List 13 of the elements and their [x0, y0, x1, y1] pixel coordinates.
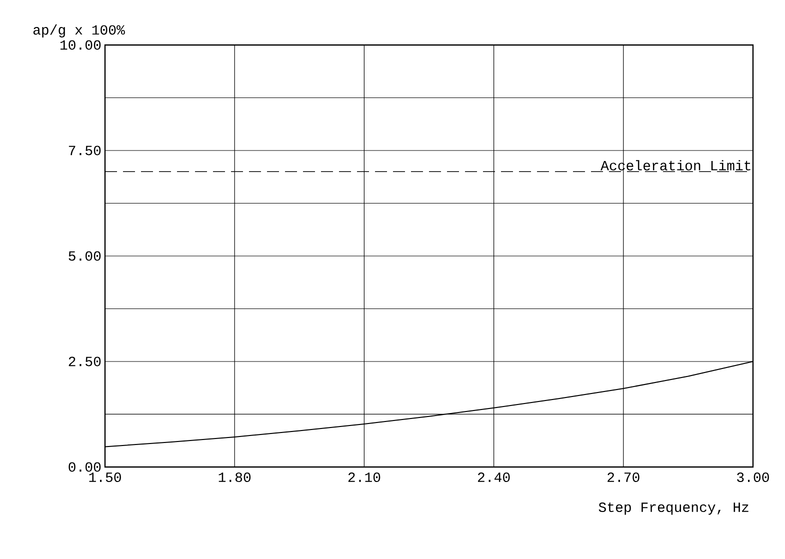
y-tick-label: 7.50 [68, 146, 101, 156]
x-tick-label: 3.00 [737, 472, 769, 482]
x-tick-label: 2.40 [478, 472, 510, 482]
y-tick-label: 10.00 [60, 40, 101, 50]
x-tick-label: 2.70 [608, 472, 640, 482]
y-tick-label: 2.50 [68, 356, 101, 366]
x-axis-title: Step Frequency, Hz [598, 502, 748, 515]
y-axis-title: ap/g x 100% [33, 24, 125, 38]
x-tick-label: 2.10 [348, 472, 380, 482]
x-tick-label: 1.50 [89, 472, 121, 482]
y-tick-label: 5.00 [68, 251, 101, 261]
y-tick-label: 0.00 [68, 462, 101, 472]
x-tick-label: 1.80 [218, 472, 251, 482]
